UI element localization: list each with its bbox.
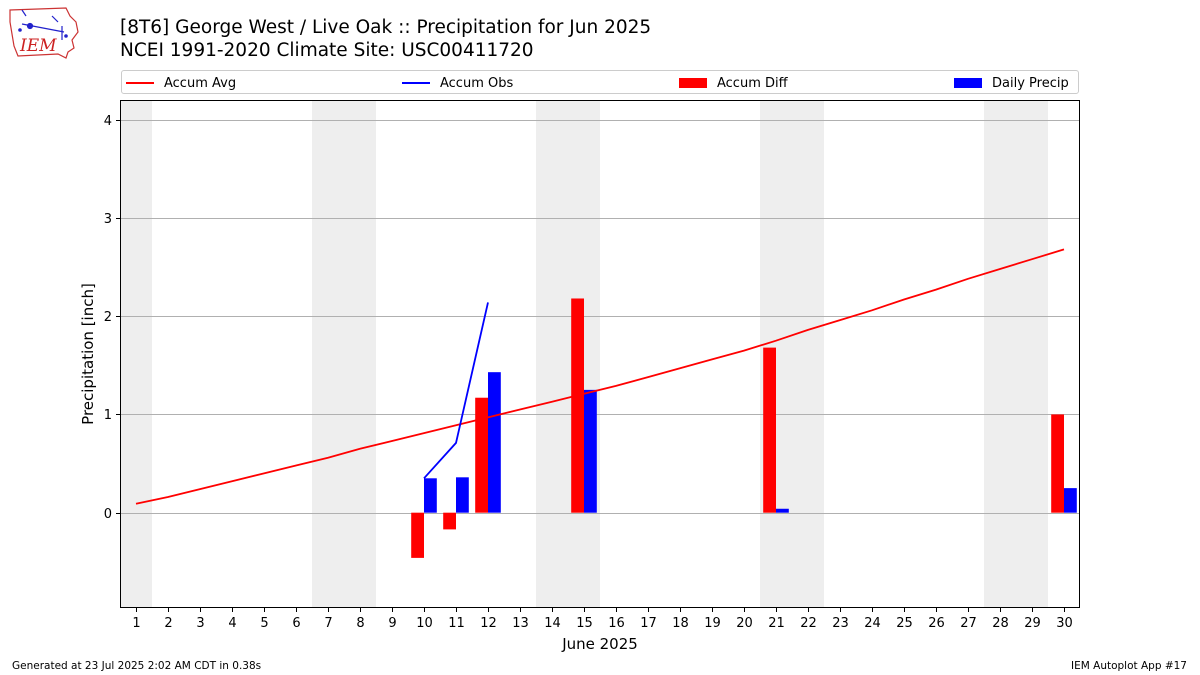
legend-item-accum-avg: Accum Avg	[126, 74, 236, 92]
iowa-outline-icon	[9, 7, 79, 59]
legend-item-daily-precip: Daily Precip	[954, 74, 1069, 92]
accum-avg-line	[135, 248, 1065, 505]
legend-swatch-accum-obs	[402, 82, 430, 84]
x-tick-label: 24	[864, 616, 881, 631]
line-series	[135, 248, 1065, 505]
x-tick-label: 25	[896, 616, 913, 631]
accum-diff-bar	[571, 298, 584, 513]
x-tick-label: 9	[388, 616, 396, 631]
y-axis-label: Precipitation [inch]	[79, 283, 97, 425]
accum-diff-bar	[411, 512, 424, 558]
legend-label-accum-diff: Accum Diff	[717, 75, 788, 91]
weekend-shade	[984, 100, 1048, 608]
x-tick-label: 19	[704, 616, 721, 631]
y-tick-label: 2	[104, 310, 112, 325]
x-tick-label: 2	[164, 616, 172, 631]
x-tick-label: 15	[576, 616, 593, 631]
x-tick-label: 29	[1024, 616, 1041, 631]
legend-label-daily-precip: Daily Precip	[992, 75, 1069, 91]
daily-precip-bar	[456, 477, 469, 513]
x-tick-label: 30	[1056, 616, 1073, 631]
x-tick-label: 8	[356, 616, 364, 631]
app-credit: IEM Autoplot App #17	[1071, 660, 1187, 672]
weather-instrument-icon	[18, 9, 68, 40]
daily-precip-bar	[776, 508, 789, 513]
daily-precip-bar	[584, 389, 597, 513]
x-tick-label: 12	[480, 616, 497, 631]
x-tick-label: 5	[260, 616, 268, 631]
legend-swatch-accum-avg	[126, 82, 154, 84]
iem-logo: IEM	[9, 7, 79, 59]
y-tick-label: 3	[104, 212, 112, 227]
x-tick-label: 23	[832, 616, 849, 631]
bar-series	[411, 298, 1077, 558]
x-tick-label: 11	[448, 616, 465, 631]
x-tick-label: 14	[544, 616, 561, 631]
accum-diff-bar	[443, 512, 456, 530]
legend-label-accum-obs: Accum Obs	[440, 75, 514, 91]
daily-precip-bar	[488, 372, 501, 513]
x-tick-label: 21	[768, 616, 785, 631]
x-tick-label: 4	[228, 616, 236, 631]
x-tick-label: 28	[992, 616, 1009, 631]
daily-precip-bar	[424, 478, 437, 513]
x-tick-label: 16	[608, 616, 625, 631]
x-tick-label: 26	[928, 616, 945, 631]
x-tick-label: 6	[292, 616, 300, 631]
accum-diff-bar	[1051, 414, 1064, 513]
x-tick-label: 13	[512, 616, 529, 631]
x-tick-label: 27	[960, 616, 977, 631]
y-tick-label: 4	[104, 114, 112, 129]
y-tick-label: 0	[104, 507, 112, 522]
chart-title: [8T6] George West / Live Oak :: Precipit…	[120, 17, 652, 38]
chart-subtitle: NCEI 1991-2020 Climate Site: USC00411720	[120, 40, 534, 61]
x-tick-label: 3	[196, 616, 204, 631]
x-tick-label: 17	[640, 616, 657, 631]
x-axis-label: June 2025	[561, 635, 638, 653]
weekend-shading	[120, 100, 1048, 608]
plot-frame	[120, 100, 1080, 608]
x-tick-label: 7	[324, 616, 332, 631]
daily-precip-bar	[1064, 488, 1077, 513]
weekend-shade	[760, 100, 824, 608]
accum-diff-bar	[763, 347, 776, 513]
x-tick-label: 22	[800, 616, 817, 631]
chart-legend: Accum Avg Accum Obs Accum Diff Daily Pre…	[121, 70, 1079, 94]
x-tick-label: 1	[132, 616, 140, 631]
legend-swatch-daily-precip	[954, 78, 982, 88]
legend-item-accum-obs: Accum Obs	[402, 74, 513, 92]
legend-label-accum-avg: Accum Avg	[164, 75, 237, 91]
weekend-shade	[312, 100, 376, 608]
x-tick-label: 10	[416, 616, 433, 631]
weekend-shade	[536, 100, 600, 608]
y-tick-label: 1	[104, 408, 112, 423]
accum-diff-bar	[475, 397, 488, 513]
gridlines	[120, 120, 1080, 514]
weekend-shade	[120, 100, 152, 608]
generated-timestamp: Generated at 23 Jul 2025 2:02 AM CDT in …	[12, 660, 262, 672]
accum-obs-line	[423, 302, 489, 479]
logo-text: IEM	[19, 36, 57, 56]
legend-swatch-accum-diff	[679, 78, 707, 88]
x-tick-label: 18	[672, 616, 689, 631]
legend-item-accum-diff: Accum Diff	[679, 74, 788, 92]
x-tick-label: 20	[736, 616, 753, 631]
